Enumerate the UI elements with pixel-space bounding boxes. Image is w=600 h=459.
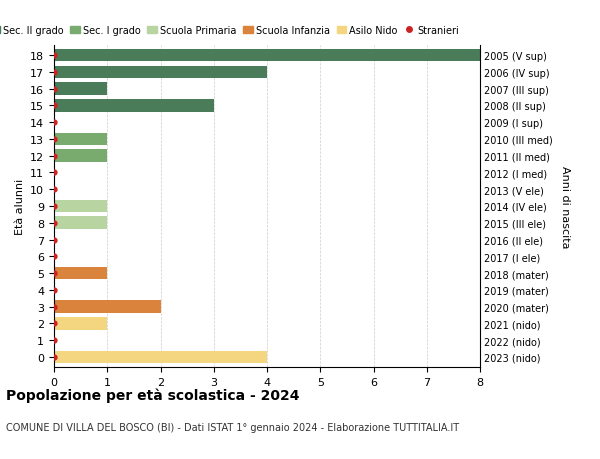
Bar	[54, 318, 107, 330]
Bar	[54, 267, 107, 280]
Y-axis label: Età alunni: Età alunni	[14, 179, 25, 235]
Bar	[54, 100, 214, 112]
Text: COMUNE DI VILLA DEL BOSCO (BI) - Dati ISTAT 1° gennaio 2024 - Elaborazione TUTTI: COMUNE DI VILLA DEL BOSCO (BI) - Dati IS…	[6, 422, 459, 432]
Bar	[54, 150, 107, 162]
Legend: Sec. II grado, Sec. I grado, Scuola Primaria, Scuola Infanzia, Asilo Nido, Stran: Sec. II grado, Sec. I grado, Scuola Prim…	[0, 22, 463, 39]
Bar	[54, 351, 267, 364]
Bar	[54, 301, 161, 313]
Text: Popolazione per età scolastica - 2024: Popolazione per età scolastica - 2024	[6, 388, 299, 403]
Bar	[54, 50, 480, 62]
Bar	[54, 217, 107, 230]
Bar	[54, 67, 267, 79]
Bar	[54, 83, 107, 95]
Bar	[54, 133, 107, 146]
Bar	[54, 200, 107, 213]
Y-axis label: Anni di nascita: Anni di nascita	[560, 165, 569, 248]
